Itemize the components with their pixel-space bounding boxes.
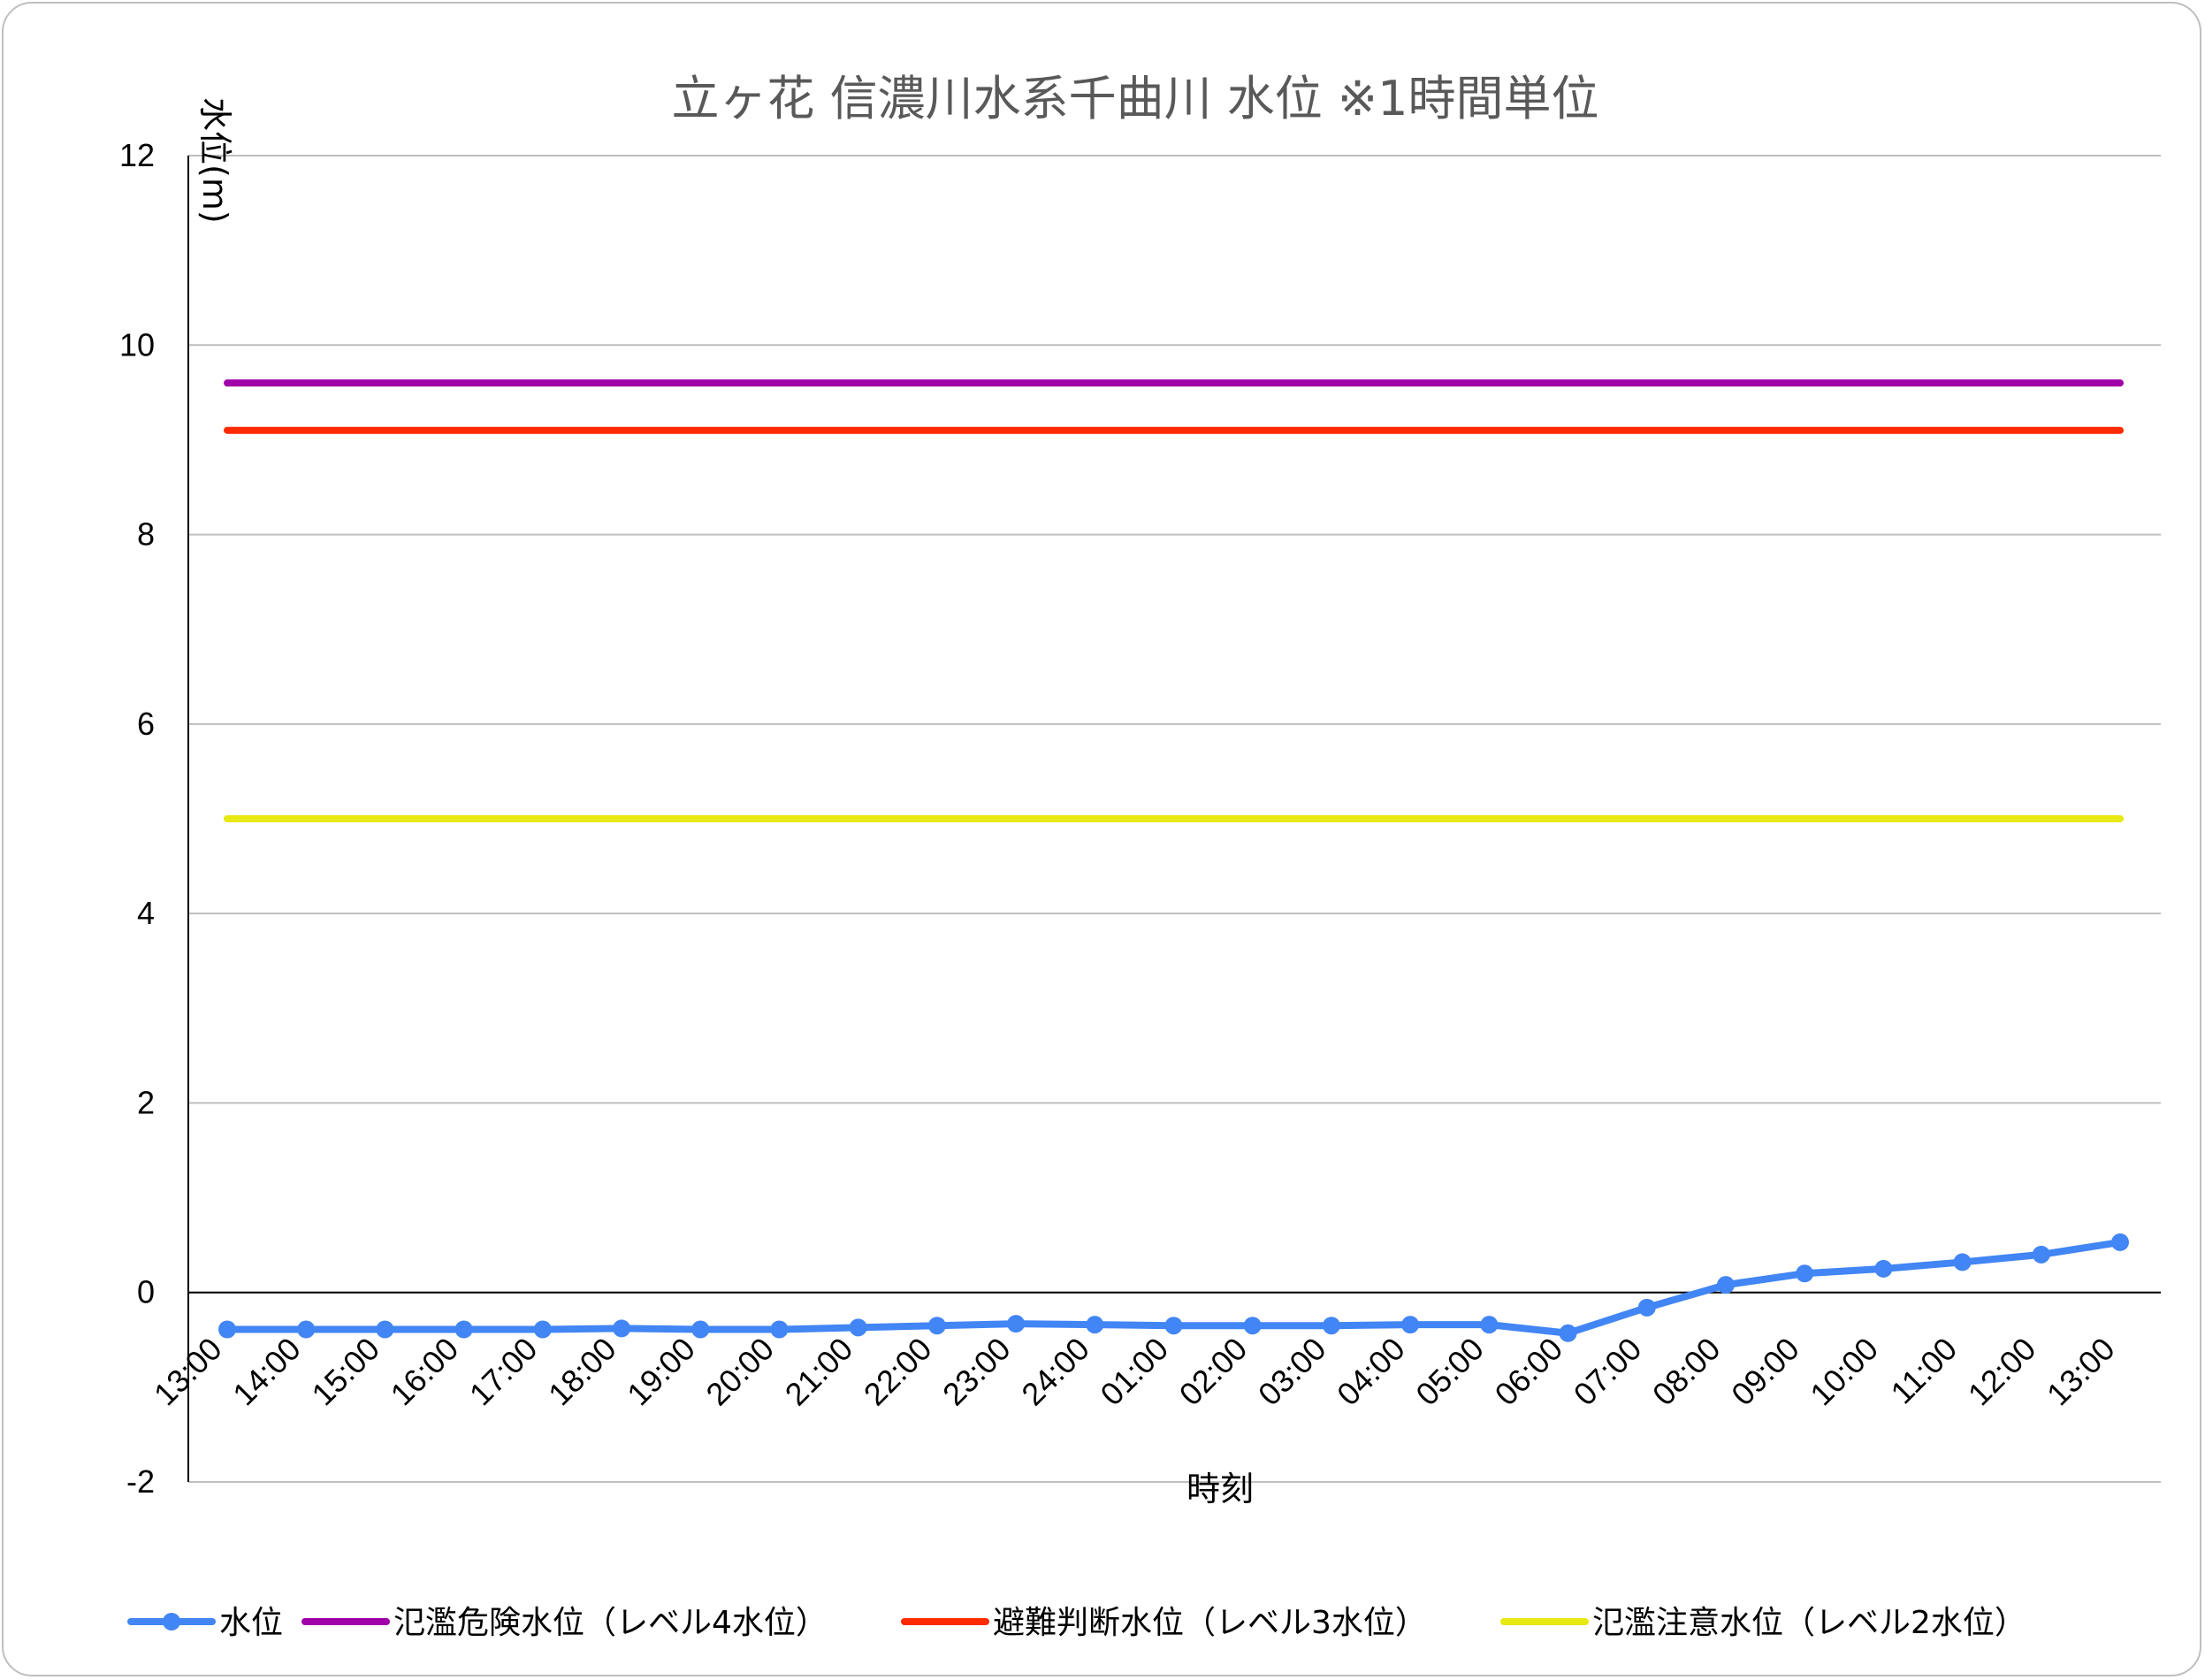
x-tick-label: 04:00 <box>1330 1331 1412 1413</box>
x-tick-label: 13:00 <box>2040 1331 2122 1413</box>
x-tick-label: 14:00 <box>225 1331 308 1413</box>
x-tick-label: 16:00 <box>384 1331 466 1413</box>
water-level-point <box>533 1320 552 1339</box>
x-tick-label: 19:00 <box>620 1331 702 1413</box>
water-level-point <box>1086 1316 1104 1334</box>
x-tick-label: 17:00 <box>462 1331 545 1413</box>
axes <box>187 156 2161 1482</box>
x-tick-label: 09:00 <box>1724 1331 1806 1413</box>
chart-title: 立ヶ花 信濃川水系千曲川 水位 ※1時間単位 <box>671 71 1598 126</box>
y-tick-label: 0 <box>137 1274 155 1310</box>
x-tick-label: 23:00 <box>935 1331 1018 1413</box>
water-level-point <box>1401 1316 1420 1334</box>
x-tick-label: 24:00 <box>1014 1331 1096 1413</box>
x-tick-label: 02:00 <box>1172 1331 1255 1413</box>
series <box>218 379 2129 1342</box>
water-level-point <box>2032 1245 2050 1264</box>
water-level-point <box>927 1317 946 1335</box>
water-level-point <box>1480 1316 1499 1334</box>
x-tick-label: 05:00 <box>1408 1331 1491 1413</box>
x-tick-label: 22:00 <box>857 1331 939 1413</box>
water-level-point <box>1796 1264 1814 1283</box>
x-tick-labels: 13:00 14:0015:0016:0017:0018:0019:0020:00… <box>147 1331 2122 1413</box>
water-level-point <box>1716 1276 1735 1294</box>
y-tick-label: 2 <box>137 1084 155 1120</box>
x-tick-label: 08:00 <box>1645 1331 1728 1413</box>
water-level-point <box>1322 1317 1340 1335</box>
water-level-point <box>770 1320 789 1339</box>
y-tick-label: 10 <box>119 326 155 363</box>
legend-label: 避難判断水位（レベル3水位） <box>993 1605 1427 1641</box>
water-level-point <box>1559 1324 1577 1342</box>
x-tick-label: 21:00 <box>778 1331 860 1413</box>
x-tick-label: 01:00 <box>1093 1331 1175 1413</box>
water-level-point <box>376 1320 394 1339</box>
legend-label: 水位 <box>219 1605 283 1641</box>
legend-label: 氾濫危険水位（レベル4水位） <box>393 1605 828 1641</box>
water-level-point <box>691 1320 710 1339</box>
y-tick-label: -2 <box>126 1463 155 1500</box>
legend: 水位 氾濫危険水位（レベル4水位） 避難判断水位（レベル3水位） 氾濫注意水位（レベル… <box>127 1605 2026 1641</box>
x-tick-label: 12:00 <box>1961 1331 2043 1413</box>
x-tick-label: 15:00 <box>304 1331 386 1413</box>
water-level-point <box>849 1318 867 1337</box>
y-tick-labels: -2 0 2 4 6 8 10 12 <box>119 137 155 1500</box>
x-tick-label: 07:00 <box>1567 1331 1649 1413</box>
water-level-point <box>2111 1233 2129 1251</box>
water-level-point <box>1953 1253 1972 1271</box>
y-tick-label: 8 <box>137 516 155 553</box>
y-tick-label: 6 <box>137 706 155 742</box>
water-level-point <box>1243 1317 1262 1335</box>
y-tick-label: 12 <box>119 137 155 173</box>
x-axis-title: 時刻 <box>1186 1470 1254 1508</box>
water-level-point <box>454 1320 473 1339</box>
legend-marker <box>163 1613 180 1630</box>
water-level-point <box>297 1320 316 1339</box>
water-level-point <box>613 1319 631 1338</box>
y-axis-title: 水位(m) <box>195 97 234 224</box>
x-tick-label: 10:00 <box>1803 1331 1885 1413</box>
water-level-point <box>1637 1298 1656 1317</box>
water-level-point <box>1874 1259 1893 1278</box>
water-level-point <box>1007 1315 1026 1333</box>
x-tick-label: 11:00 <box>1883 1331 1964 1411</box>
x-tick-label: 20:00 <box>698 1331 781 1413</box>
y-tick-label: 4 <box>137 895 155 931</box>
x-tick-label: 06:00 <box>1488 1331 1570 1413</box>
water-level-point <box>218 1320 236 1339</box>
x-tick-label: 03:00 <box>1251 1331 1333 1413</box>
water-level-point <box>1164 1317 1183 1335</box>
x-tick-label: 18:00 <box>541 1331 623 1413</box>
legend-label: 氾濫注意水位（レベル2水位） <box>1592 1605 2026 1641</box>
